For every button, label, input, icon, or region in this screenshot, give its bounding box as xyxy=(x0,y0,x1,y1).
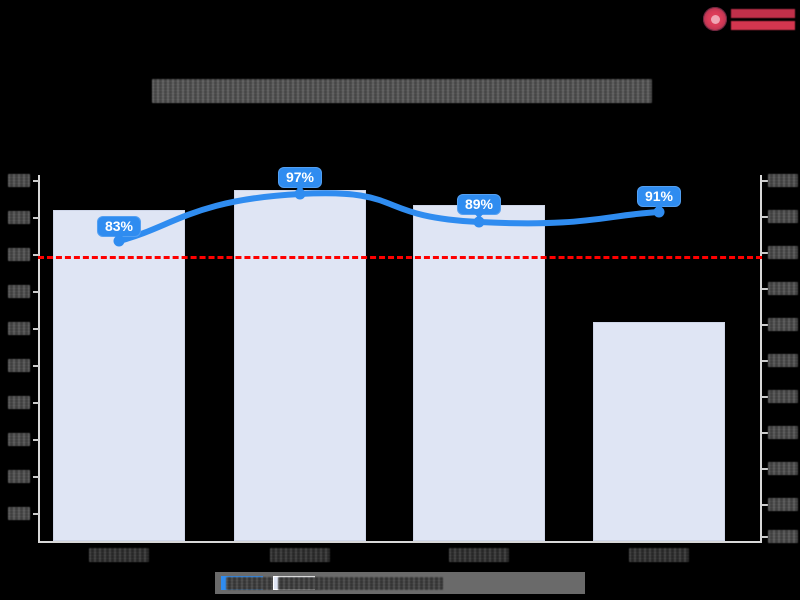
y-axis-right xyxy=(760,175,762,543)
line-series-path xyxy=(116,190,662,244)
y-tick-right-9 xyxy=(762,468,768,470)
y-tick-label-right-5 xyxy=(768,318,798,331)
line-series-markers xyxy=(113,188,665,247)
y-tick-label-left-9 xyxy=(8,470,30,483)
data-label-3: 89% xyxy=(456,194,502,219)
data-label-4: 91% xyxy=(636,186,682,211)
y-tick-left-4 xyxy=(33,291,39,293)
data-label-1: 83% xyxy=(96,216,142,241)
threshold-line xyxy=(38,256,762,259)
y-tick-label-right-9 xyxy=(768,462,798,475)
bar-4 xyxy=(593,322,725,541)
y-tick-left-10 xyxy=(33,513,39,515)
y-tick-left-7 xyxy=(33,402,39,404)
y-tick-right-2 xyxy=(762,216,768,218)
y-tick-label-left-2 xyxy=(8,211,30,224)
y-tick-label-right-6 xyxy=(768,354,798,367)
y-tick-label-left-3 xyxy=(8,248,30,261)
brand-logo xyxy=(703,5,795,33)
bar-1 xyxy=(53,210,185,541)
logo-mark-icon xyxy=(703,7,727,31)
y-tick-right-3 xyxy=(762,252,768,254)
y-tick-label-left-6 xyxy=(8,359,30,372)
y-tick-label-left-5 xyxy=(8,322,30,335)
y-tick-label-right-4 xyxy=(768,282,798,295)
y-tick-label-right-11 xyxy=(768,530,798,543)
y-tick-right-4 xyxy=(762,288,768,290)
y-tick-label-left-10 xyxy=(8,507,30,520)
data-label-2: 97% xyxy=(277,167,323,192)
x-category-label-2 xyxy=(270,548,330,562)
legend-item-line[interactable] xyxy=(221,572,321,594)
y-tick-label-right-2 xyxy=(768,210,798,223)
y-tick-label-right-8 xyxy=(768,426,798,439)
y-tick-label-left-7 xyxy=(8,396,30,409)
y-tick-label-right-1 xyxy=(768,174,798,187)
y-tick-right-11 xyxy=(762,536,768,538)
legend xyxy=(215,572,585,594)
y-tick-right-1 xyxy=(762,180,768,182)
y-tick-label-right-7 xyxy=(768,390,798,403)
y-tick-left-3 xyxy=(33,254,39,256)
logo-text-line-1 xyxy=(731,9,795,18)
bar-2 xyxy=(234,190,366,541)
y-tick-right-6 xyxy=(762,360,768,362)
bar-3 xyxy=(413,205,545,541)
y-tick-right-10 xyxy=(762,504,768,506)
x-category-label-4 xyxy=(629,548,689,562)
y-tick-label-right-10 xyxy=(768,498,798,511)
y-tick-right-8 xyxy=(762,432,768,434)
x-category-label-3 xyxy=(449,548,509,562)
y-tick-left-2 xyxy=(33,217,39,219)
logo-text-line-2 xyxy=(731,21,795,30)
y-tick-label-right-3 xyxy=(768,246,798,259)
y-tick-left-5 xyxy=(33,328,39,330)
y-tick-left-8 xyxy=(33,439,39,441)
y-tick-left-6 xyxy=(33,365,39,367)
y-tick-left-9 xyxy=(33,476,39,478)
y-tick-label-left-1 xyxy=(8,174,30,187)
chart-title xyxy=(152,79,652,103)
y-tick-left-1 xyxy=(33,180,39,182)
y-tick-label-left-4 xyxy=(8,285,30,298)
y-axis-left xyxy=(38,175,40,543)
x-category-label-1 xyxy=(89,548,149,562)
y-tick-right-7 xyxy=(762,396,768,398)
y-tick-label-left-8 xyxy=(8,433,30,446)
y-tick-right-5 xyxy=(762,324,768,326)
x-axis xyxy=(38,541,762,543)
legend-label-bar xyxy=(278,576,443,590)
